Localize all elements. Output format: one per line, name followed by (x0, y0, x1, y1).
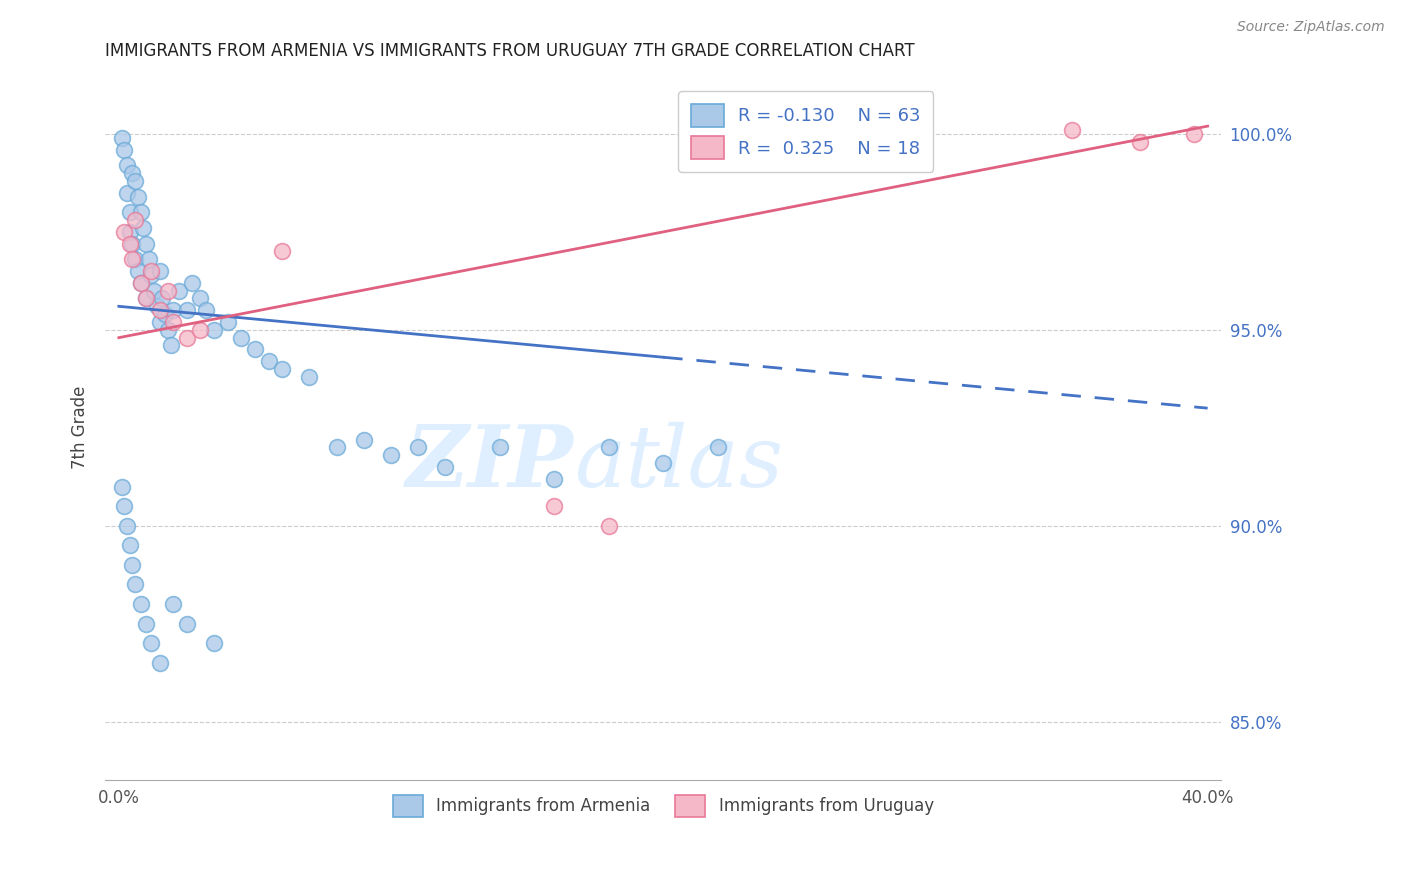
Point (141, 264, 163, 278)
Point (149, 656, 172, 670)
Point (298, 369, 321, 384)
Y-axis label: 7th Grade: 7th Grade (72, 386, 89, 469)
Point (190, 292, 212, 306)
Point (112, 499, 135, 513)
Point (153, 307, 176, 321)
Point (135, 236, 157, 251)
Point (149, 315, 172, 329)
Point (202, 323, 225, 337)
Point (176, 303, 198, 318)
Point (129, 276, 152, 290)
Point (162, 303, 184, 318)
Point (118, 225, 141, 239)
Point (257, 354, 280, 368)
Point (141, 268, 163, 282)
Point (167, 284, 190, 298)
Point (652, 456, 675, 470)
Point (110, 479, 132, 493)
Text: ZIP: ZIP (406, 421, 574, 505)
Point (162, 315, 184, 329)
Point (231, 331, 253, 345)
Point (118, 538, 141, 552)
Point (129, 205, 152, 219)
Point (141, 636, 163, 650)
Point (271, 362, 294, 376)
Legend: Immigrants from Armenia, Immigrants from Uruguay: Immigrants from Armenia, Immigrants from… (384, 787, 942, 825)
Point (489, 441, 512, 455)
Point (156, 323, 179, 337)
Point (124, 577, 146, 591)
Text: IMMIGRANTS FROM ARMENIA VS IMMIGRANTS FROM URUGUAY 7TH GRADE CORRELATION CHART: IMMIGRANTS FROM ARMENIA VS IMMIGRANTS FR… (105, 42, 915, 60)
Point (194, 303, 217, 318)
Point (181, 276, 204, 290)
Point (217, 315, 239, 329)
Point (353, 433, 375, 447)
Point (127, 189, 149, 203)
Point (115, 518, 138, 533)
Point (121, 236, 143, 251)
Point (150, 292, 173, 306)
Point (149, 264, 172, 278)
Point (146, 299, 169, 313)
Point (271, 244, 294, 259)
Point (118, 236, 141, 251)
Point (176, 616, 198, 631)
Point (124, 213, 146, 227)
Point (176, 331, 198, 345)
Point (434, 459, 457, 474)
Point (115, 186, 138, 200)
Point (127, 264, 149, 278)
Point (598, 518, 620, 533)
Text: Source: ZipAtlas.com: Source: ZipAtlas.com (1237, 20, 1385, 34)
Point (112, 225, 135, 239)
Point (121, 166, 143, 180)
Point (543, 472, 565, 486)
Point (129, 276, 152, 290)
Point (132, 221, 155, 235)
Text: atlas: atlas (574, 422, 783, 504)
Point (149, 303, 172, 318)
Point (1182, 127, 1205, 141)
Point (115, 158, 138, 172)
Point (118, 205, 141, 219)
Point (110, 131, 132, 145)
Point (121, 252, 143, 267)
Point (138, 252, 160, 267)
Point (325, 441, 347, 455)
Point (135, 292, 157, 306)
Point (124, 252, 146, 267)
Point (1129, 135, 1152, 149)
Point (190, 323, 212, 337)
Point (380, 448, 402, 462)
Point (162, 597, 184, 611)
Point (202, 636, 225, 650)
Point (135, 616, 157, 631)
Point (129, 597, 152, 611)
Point (1060, 123, 1083, 137)
Point (243, 343, 266, 357)
Point (112, 143, 135, 157)
Point (135, 292, 157, 306)
Point (124, 174, 146, 188)
Point (156, 284, 179, 298)
Point (121, 558, 143, 572)
Point (159, 338, 181, 352)
Point (706, 441, 728, 455)
Point (406, 441, 429, 455)
Point (143, 284, 166, 298)
Point (543, 499, 565, 513)
Point (598, 441, 620, 455)
